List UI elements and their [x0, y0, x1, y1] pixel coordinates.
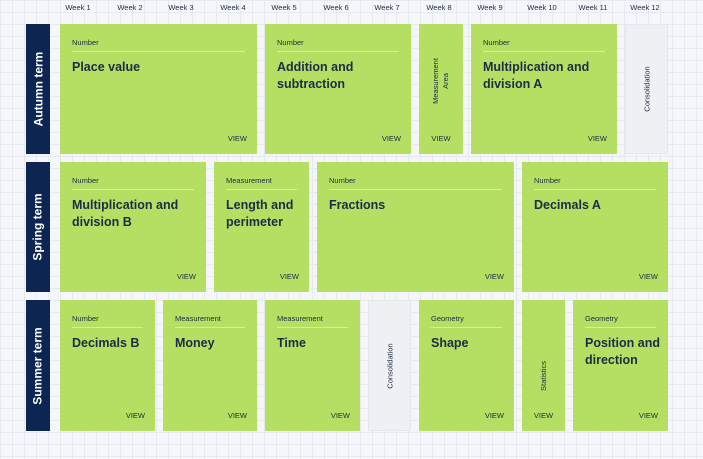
autumn-term-label: Autumn term	[26, 24, 50, 154]
view-link[interactable]: VIEW	[587, 134, 607, 143]
card-category: Number	[329, 176, 502, 190]
view-link[interactable]: VIEW	[431, 134, 451, 143]
card-title: Area	[441, 73, 450, 89]
card-category: Measurement	[277, 314, 348, 328]
view-link[interactable]: VIEW	[279, 272, 299, 281]
card-title: Length and perimeter	[226, 198, 294, 229]
week-6-label: Week 6	[323, 3, 349, 12]
card-title: Multiplication and division B	[72, 198, 179, 229]
card-title: Place value	[72, 60, 141, 74]
week-2-label: Week 2	[117, 3, 143, 12]
card-title: Decimals A	[534, 198, 601, 212]
card-category: Geometry	[585, 314, 656, 328]
card-title: Position and direction	[585, 336, 660, 367]
card-statistics[interactable]: Statistics VIEW	[522, 300, 565, 431]
card-multiplication-division-b[interactable]: Number Multiplication and division B VIE…	[60, 162, 206, 292]
card-time[interactable]: Measurement Time VIEW	[265, 300, 360, 431]
card-title: Fractions	[329, 198, 386, 212]
week-7-label: Week 7	[374, 3, 400, 12]
week-5-label: Week 5	[271, 3, 297, 12]
card-category: Number	[72, 176, 194, 190]
view-link[interactable]: VIEW	[176, 272, 196, 281]
view-link[interactable]: VIEW	[330, 411, 350, 420]
card-fractions[interactable]: Number Fractions VIEW	[317, 162, 514, 292]
week-9-label: Week 9	[477, 3, 503, 12]
week-10-label: Week 10	[527, 3, 557, 12]
consolidation-label: Consolidation	[642, 66, 651, 112]
card-shape[interactable]: Geometry Shape VIEW	[419, 300, 514, 431]
week-11-label: Week 11	[578, 3, 608, 12]
card-category: Number	[72, 314, 143, 328]
card-decimals-b[interactable]: Number Decimals B VIEW	[60, 300, 155, 431]
consolidation-label: Consolidation	[385, 342, 394, 389]
view-link[interactable]: VIEW	[227, 134, 247, 143]
week-12-label: Week 12	[630, 3, 660, 12]
view-link[interactable]: VIEW	[533, 411, 554, 420]
card-category: Measurement	[175, 314, 245, 328]
card-title: Statistics	[538, 360, 548, 391]
card-title: Time	[277, 336, 306, 350]
card-category: Geometry	[431, 314, 502, 328]
summer-term-label: Summer term	[26, 300, 50, 431]
view-link[interactable]: VIEW	[638, 411, 658, 420]
view-link[interactable]: VIEW	[484, 411, 504, 420]
card-decimals-a[interactable]: Number Decimals A VIEW	[522, 162, 668, 292]
card-category: Measurement	[226, 176, 297, 190]
card-title: Shape	[431, 336, 469, 350]
card-category: Number	[534, 176, 656, 190]
card-money[interactable]: Measurement Money VIEW	[163, 300, 257, 431]
week-8-label: Week 8	[426, 3, 452, 12]
view-link[interactable]: VIEW	[227, 411, 247, 420]
card-category: Number	[72, 38, 245, 52]
view-link[interactable]: VIEW	[125, 411, 145, 420]
card-place-value[interactable]: Number Place value VIEW	[60, 24, 257, 154]
card-category: Number	[277, 38, 399, 52]
autumn-consolidation: Consolidation	[625, 24, 668, 154]
card-category: Number	[483, 38, 605, 52]
card-area[interactable]: Measurement Area VIEW	[419, 24, 463, 154]
card-category: Measurement	[431, 58, 440, 104]
view-link[interactable]: VIEW	[381, 134, 401, 143]
card-title: Addition and subtraction	[277, 60, 354, 91]
card-multiplication-division-a[interactable]: Number Multiplication and division A VIE…	[471, 24, 617, 154]
week-4-label: Week 4	[220, 3, 246, 12]
week-3-label: Week 3	[168, 3, 194, 12]
card-vertical-label: Measurement Area	[431, 58, 451, 104]
card-title: Money	[175, 336, 215, 350]
summer-consolidation: Consolidation	[368, 300, 411, 431]
card-title: Multiplication and division A	[483, 60, 590, 91]
view-link[interactable]: VIEW	[638, 272, 658, 281]
card-position-direction[interactable]: Geometry Position and direction VIEW	[573, 300, 668, 431]
spring-term-label: Spring term	[26, 162, 50, 292]
card-title: Decimals B	[72, 336, 140, 350]
card-addition-subtraction[interactable]: Number Addition and subtraction VIEW	[265, 24, 411, 154]
card-length-perimeter[interactable]: Measurement Length and perimeter VIEW	[214, 162, 309, 292]
week-1-label: Week 1	[65, 3, 91, 12]
view-link[interactable]: VIEW	[484, 272, 504, 281]
